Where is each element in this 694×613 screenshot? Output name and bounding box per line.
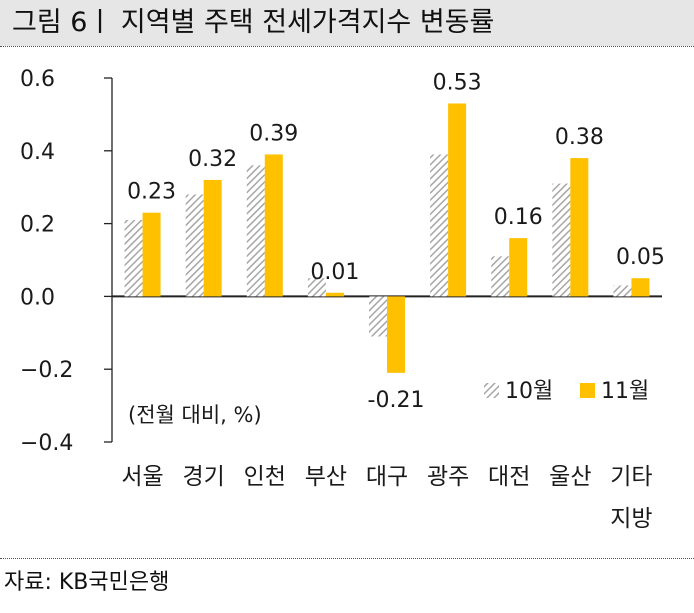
chart-axes: 0.6 0.4 0.2 0.0 −0.2 −0.4 <box>20 67 662 456</box>
y-tick-label: 0.0 <box>20 285 55 310</box>
data-label: 0.32 <box>188 147 237 172</box>
legend-label-10: 10월 <box>505 379 553 404</box>
data-label: 0.05 <box>616 245 665 270</box>
data-label: 0.01 <box>310 260 359 285</box>
bar-10 <box>369 296 387 337</box>
title-bar: 그림 6ㅣ 지역별 주택 전세가격지수 변동률 <box>0 0 694 46</box>
category-label: 광주 <box>427 464 469 490</box>
chart-labels: 0.23 0.32 0.39 0.01 -0.21 0.53 0.16 0.38 0.05 서울 경… <box>121 70 665 532</box>
data-label: 0.23 <box>127 180 176 205</box>
category-label: 지방 <box>610 506 652 532</box>
chart-title: 그림 6ㅣ 지역별 주택 전세가격지수 변동률 <box>12 7 495 38</box>
bar-11 <box>387 296 405 373</box>
bar-10 <box>613 285 632 297</box>
data-label: -0.21 <box>368 388 425 413</box>
bar-10 <box>307 278 326 297</box>
y-tick-label: −0.2 <box>20 358 73 383</box>
data-label: 0.53 <box>433 70 482 95</box>
chart-bars <box>124 103 650 373</box>
y-tick-label: 0.2 <box>20 213 55 238</box>
bar-chart: 0.6 0.4 0.2 0.0 −0.2 −0.4 0.23 0.32 0.39 0.01 -0.… <box>20 67 665 532</box>
bar-10 <box>491 256 510 297</box>
category-label: 대전 <box>488 464 530 490</box>
category-label: 경기 <box>183 464 225 490</box>
bar-11 <box>264 154 283 297</box>
chart-legend: 10월 11월 <box>484 379 649 404</box>
bar-10 <box>430 154 449 297</box>
bar-11 <box>142 212 161 297</box>
y-tick-label: 0.4 <box>20 140 55 165</box>
category-label: 부산 <box>305 464 347 490</box>
title-divider <box>0 46 694 47</box>
bar-11 <box>631 278 650 297</box>
data-label: 0.38 <box>555 125 604 150</box>
category-label: 기타 <box>610 464 652 490</box>
unit-annotation: (전월 대비, %) <box>128 403 262 427</box>
bar-11 <box>325 292 344 297</box>
category-label: 인천 <box>244 464 286 490</box>
bar-11 <box>570 158 589 297</box>
y-tick-label: −0.4 <box>20 431 73 456</box>
y-tick-label: 0.6 <box>20 67 55 92</box>
category-label: 서울 <box>121 464 163 490</box>
legend-swatch-11 <box>580 383 595 398</box>
category-label: 대구 <box>366 464 408 490</box>
footer-divider <box>0 558 694 559</box>
source-note: 자료: KB국민은행 <box>4 570 170 595</box>
legend-label-11: 11월 <box>601 379 649 404</box>
bar-11 <box>203 179 222 297</box>
legend-swatch-10 <box>484 383 499 398</box>
category-label: 울산 <box>549 464 591 490</box>
bar-11 <box>509 238 528 297</box>
data-label: 0.16 <box>494 205 543 230</box>
bar-10 <box>185 194 204 297</box>
bar-11 <box>448 103 467 297</box>
bar-10 <box>246 165 265 297</box>
bar-10 <box>124 219 143 297</box>
data-label: 0.39 <box>249 121 298 146</box>
bar-10 <box>552 183 571 297</box>
